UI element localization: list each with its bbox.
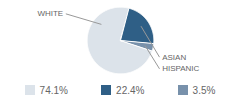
html-text:22.4%: 22.4%: [116, 84, 145, 96]
html-text:74.1%: 74.1%: [39, 84, 68, 96]
svg-text:WHITE: WHITE: [37, 9, 63, 18]
svg-text:ASIAN: ASIAN: [162, 53, 186, 62]
svg-text:HISPANIC: HISPANIC: [162, 64, 199, 73]
html-text:3.5%: 3.5%: [192, 84, 216, 96]
